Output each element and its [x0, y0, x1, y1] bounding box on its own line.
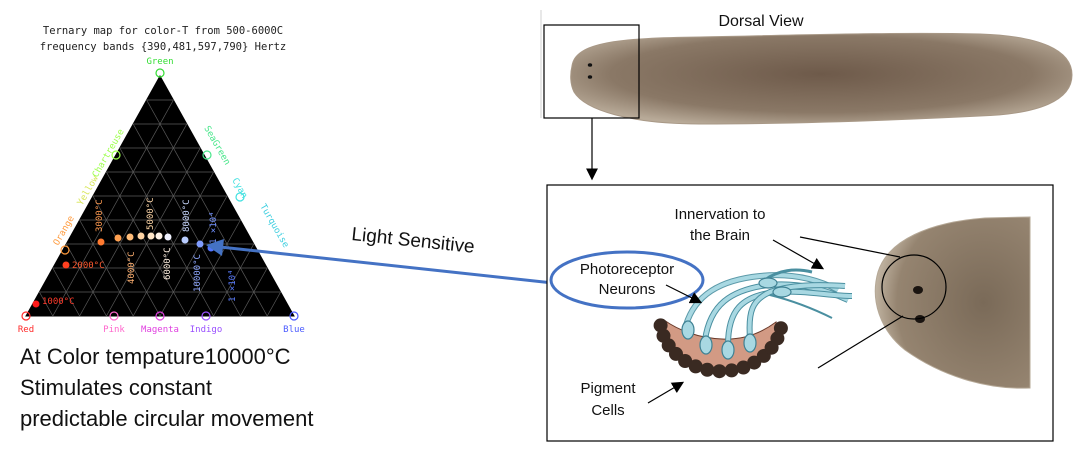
light-sensitive-arrow — [219, 245, 554, 285]
pigment-cell-dot — [712, 364, 727, 379]
edge-marker-seagreen — [202, 150, 212, 160]
vertex-label-blue: Blue — [283, 325, 305, 335]
bottom-marker-magenta — [155, 311, 165, 321]
bottom-label-magenta: Magenta — [141, 325, 179, 335]
ternary-grid-line — [159, 195, 228, 317]
temp-label-5000: 5000°C — [146, 197, 156, 230]
photoreceptor-label-line2: Neurons — [599, 281, 656, 298]
vertex-marker-red — [21, 311, 31, 321]
edge-label-cyan: Cyan — [229, 177, 249, 201]
edge-marker-orange — [60, 245, 70, 255]
ternary-grid-line — [92, 195, 161, 317]
temp-point-4 — [114, 234, 122, 242]
photoreceptor-label-line1: Photoreceptor — [580, 261, 674, 278]
pigment-label-line2: Cells — [591, 402, 624, 419]
temp-label-3000: 3000°C — [95, 199, 105, 232]
temp-label-4000: 4000°C — [127, 251, 137, 284]
pigment-cell-dot — [724, 363, 739, 378]
eye-highlight-circle — [881, 254, 947, 320]
caption-line3: predictable circular movement — [20, 406, 314, 431]
temp-label-10000: 10000°C — [193, 254, 203, 292]
edge-marker-cyan — [235, 192, 245, 202]
innervation-arrow — [772, 239, 825, 270]
edge-marker-chartreuse — [111, 150, 121, 160]
edge-label-turquoise: Turquoise — [257, 203, 290, 250]
temp-label-1e4-b: 1 ×10⁴ — [228, 269, 238, 302]
temp-label-1000: 1000°C — [42, 297, 75, 307]
pigment-cell-dot — [736, 360, 751, 375]
color-temperature-caption: At Color tempature10000°C Stimulates con… — [20, 341, 313, 434]
pigment-arrow — [647, 381, 685, 404]
vertex-marker-green — [155, 68, 165, 78]
temp-point-2 — [62, 261, 70, 269]
temp-point-1 — [32, 300, 40, 308]
photoreceptor-label-outline — [549, 250, 705, 310]
photoreceptor-arrow — [665, 284, 703, 304]
caption-line1: At Color tempature10000°C — [20, 344, 291, 369]
bottom-marker-pink — [109, 311, 119, 321]
temp-label-2000: 2000°C — [72, 261, 105, 271]
closeup-eye-upper — [913, 286, 923, 294]
temp-point-10 — [181, 236, 189, 244]
planarian-eye-lower — [587, 75, 593, 79]
ternary-grid-line — [65, 243, 107, 317]
temp-point-9 — [164, 233, 172, 241]
ternary-grid-line — [106, 147, 201, 317]
pigment-cells — [653, 318, 788, 379]
innervation-label-line1: Innervation to — [675, 206, 766, 223]
eye-pointer-line-lower — [817, 315, 904, 369]
ternary-grid-line — [266, 291, 281, 317]
neuron-cell-bodies — [681, 277, 792, 360]
light-sensitive-arrowhead — [206, 239, 224, 256]
temp-point-5 — [126, 233, 134, 241]
temp-label-1e4-a: 1 ×10⁴ — [209, 211, 219, 244]
light-sensitive-label: Light Sensitive — [350, 224, 475, 258]
temp-point-8 — [155, 232, 163, 240]
bottom-marker-indigo — [201, 311, 211, 321]
dorsal-view-title: Dorsal View — [718, 13, 804, 30]
ternary-grid-line — [52, 99, 174, 317]
vertex-label-red: Red — [18, 325, 34, 335]
temp-point-6 — [137, 232, 145, 240]
ternary-grid-line — [132, 123, 241, 317]
planarian-body — [570, 32, 1073, 125]
pigment-cell-dot — [678, 354, 693, 368]
ternary-grid-line — [146, 99, 268, 317]
bottom-label-indigo: Indigo — [190, 325, 223, 335]
pigment-cell-dot — [688, 359, 703, 374]
pigment-cell-dot — [700, 362, 715, 377]
temp-label-6000: 6000°C — [163, 247, 173, 280]
temp-label-8000: 8000°C — [182, 199, 192, 232]
innervation-label-line2: the Brain — [690, 227, 750, 244]
planarian-eye-upper — [587, 63, 593, 67]
temp-point-7 — [147, 232, 155, 240]
ternary-grid — [39, 99, 281, 317]
vertex-label-green: Green — [146, 57, 173, 67]
ternary-title-line1: Ternary map for color-T from 500-6000C — [43, 25, 283, 37]
ternary-title-line2: frequency bands {390,481,597,790} Hertz — [40, 41, 287, 53]
pigment-cell-dot — [773, 321, 788, 336]
pigment-label-line1: Pigment — [580, 380, 636, 397]
caption-line2: Stimulates constant — [20, 375, 212, 400]
temp-point-3 — [97, 238, 105, 246]
planarian-head-closeup — [874, 216, 1031, 389]
bottom-label-pink: Pink — [103, 325, 125, 335]
ternary-grid-line — [39, 291, 54, 317]
temp-point-11 — [196, 240, 204, 248]
ternary-grid-line — [213, 243, 255, 317]
ternary-grid-line — [79, 123, 188, 317]
ternary-grid-line — [119, 147, 214, 317]
eye-pointer-line-upper — [799, 236, 901, 258]
vertex-marker-blue — [289, 311, 299, 321]
